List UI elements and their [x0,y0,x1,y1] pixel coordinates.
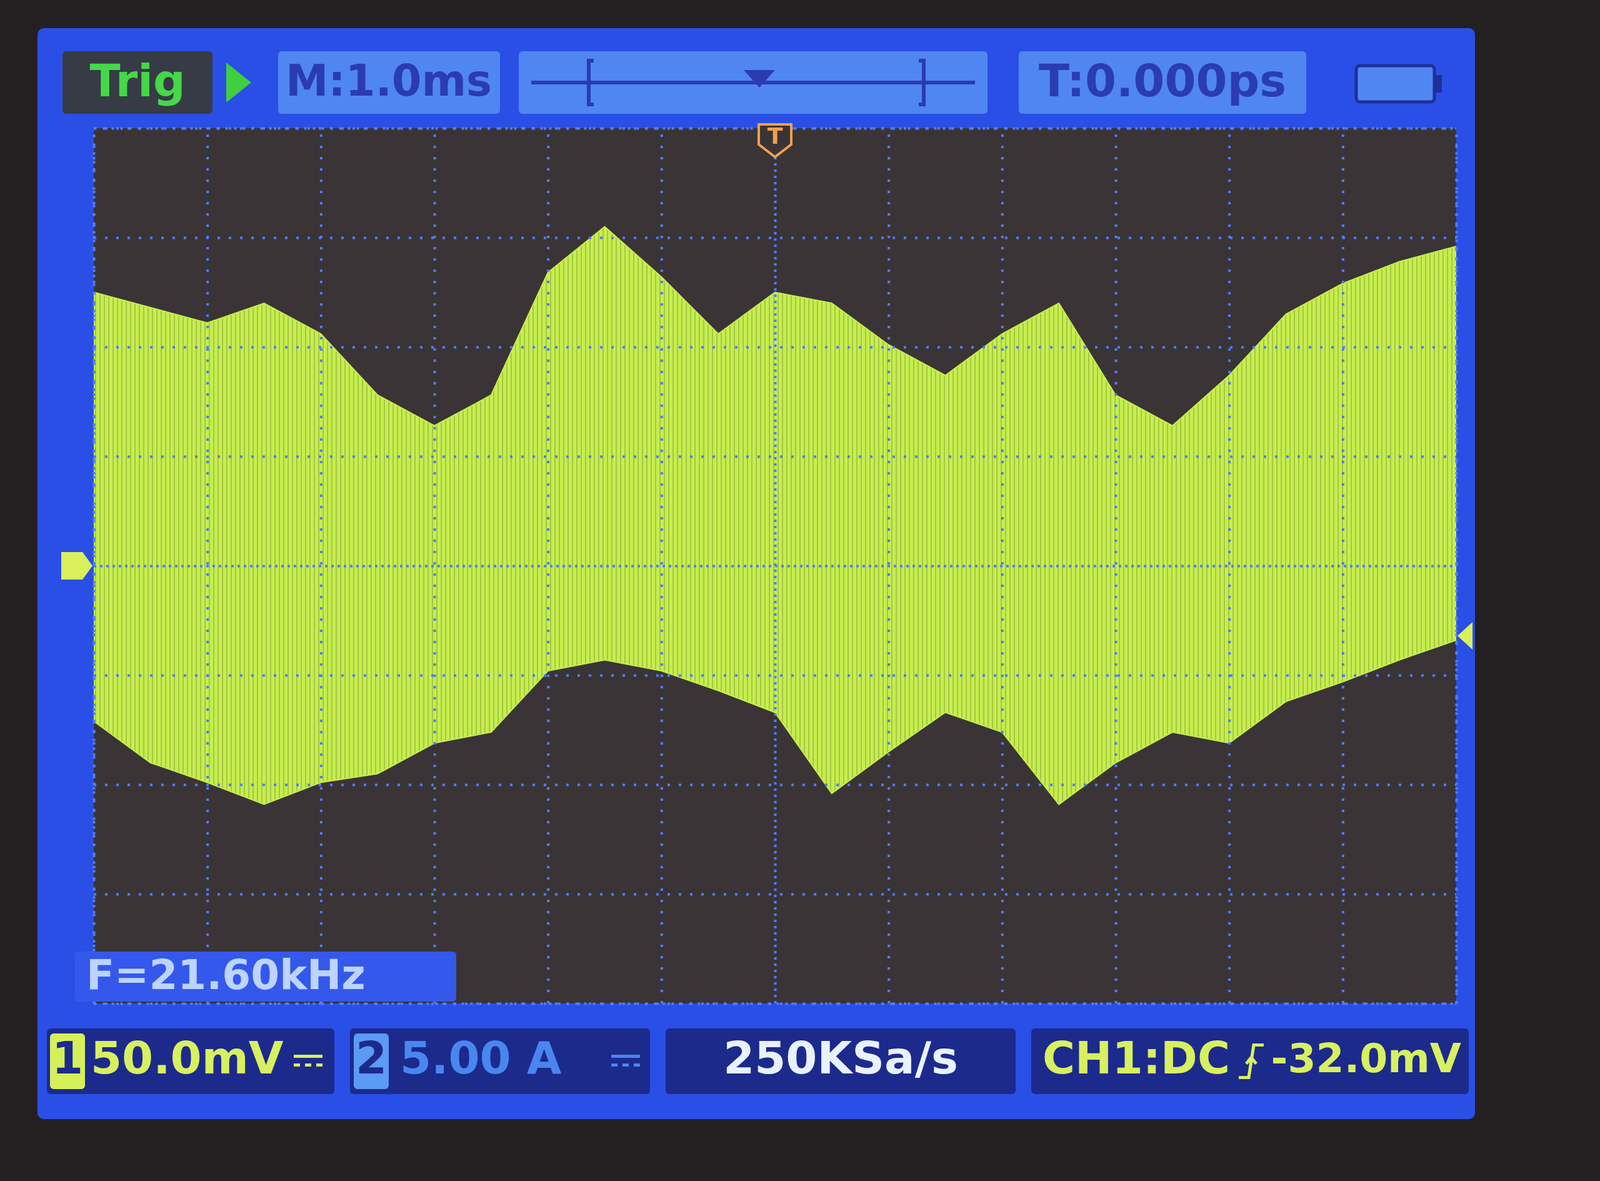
ch2-number: 2 [355,1031,387,1084]
frame-right [1456,128,1457,1004]
sample-rate-box [665,1028,1016,1094]
timebase-box [278,51,500,114]
tick [1229,128,1230,1004]
screen [37,28,1475,1119]
sample-rate: 250KSa/s [723,1031,959,1084]
grid-line [93,893,1457,896]
bezel [0,0,1600,1181]
ch1-number: 1 [51,1031,84,1084]
trigger-marker-label: T [767,123,784,149]
dc-symbol [611,1056,640,1065]
trigger-box [1031,1028,1469,1094]
tick [1115,128,1117,1004]
trigger-time-marker: T [758,123,792,157]
trigger-level: -32.0mV [1271,1034,1462,1082]
tick [548,128,549,1004]
tick [93,346,1457,348]
timebase: M:1.0ms [285,55,492,106]
trigger-level-marker [1457,621,1473,650]
memory-box [518,51,988,114]
memory-slider [531,60,975,105]
trigger-source: CH1:DC [1042,1031,1230,1084]
ch1-scale: 50.0mV [90,1031,284,1084]
frame [1455,128,1459,1004]
battery-icon [1356,65,1442,102]
grid-line [433,128,437,1004]
grid-line [546,128,550,1004]
trigger-offset: T:0.000ps [1038,54,1287,107]
tick [93,456,1457,457]
grid-line [93,1002,1457,1005]
tick [93,675,1457,676]
tick [661,128,662,1004]
trigger-offset-box [1018,51,1307,114]
grid-line [93,783,1457,787]
grid-line [93,455,1457,459]
dc-symbol [293,1056,323,1065]
tick [93,784,1457,785]
frequency: F=21.60kHz [86,950,366,999]
tick [93,565,1457,567]
tick [93,893,1457,895]
grid-line [1455,128,1459,1004]
x-axis [94,128,1457,1004]
tick [93,237,1457,239]
frequency-box [75,951,457,1002]
trigger-edge-icon [1238,1045,1264,1078]
ground-marker [61,551,93,580]
tick [93,1003,1457,1004]
y-axis [93,128,1457,1004]
tick [1456,128,1457,1004]
grid-line [1228,128,1231,1004]
grid-line [93,565,1457,568]
run-icon [226,62,252,103]
tick [434,128,435,1004]
scope-screen: T F=21.60kHz Trig M:1.0ms T:0.000ps 150.0mV 25… [0,0,1600,1181]
plot-background [93,128,1457,1004]
grid-line [93,346,1457,349]
ch2-box [350,1028,650,1094]
grid-line [93,236,1457,240]
trigger-status: Trig [90,54,186,107]
grid-line [1115,128,1118,1004]
grid-line [93,674,1457,677]
tick [1342,128,1344,1004]
trigger-status-box [62,51,213,114]
ch2-scale: 5.00 A [400,1031,562,1084]
ch1-box [46,1028,335,1094]
